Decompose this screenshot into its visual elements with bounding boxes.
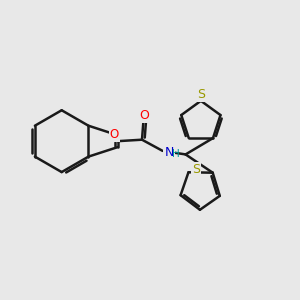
Text: O: O — [110, 128, 119, 141]
Text: N: N — [164, 146, 174, 159]
Text: O: O — [140, 109, 149, 122]
Text: S: S — [192, 163, 200, 176]
Text: H: H — [172, 148, 180, 158]
Text: S: S — [197, 88, 205, 101]
